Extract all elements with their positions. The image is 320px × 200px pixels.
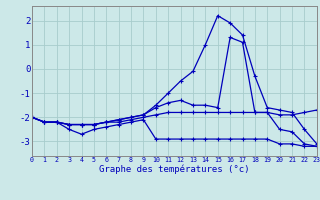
X-axis label: Graphe des températures (°c): Graphe des températures (°c) [99,165,250,174]
